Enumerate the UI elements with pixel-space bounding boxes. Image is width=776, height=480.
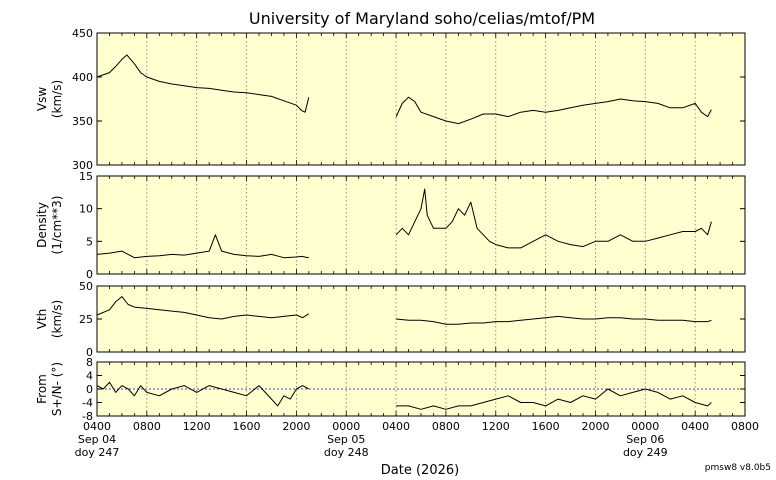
- y-tick-label: 0: [86, 268, 93, 281]
- y-tick-label: 50: [79, 280, 93, 293]
- x-tick-label: 0400: [382, 420, 410, 433]
- x-tick-label: 1600: [532, 420, 560, 433]
- y-tick-label: 450: [72, 27, 93, 40]
- panel-3: 0 25 50 Vth (km/s): [35, 280, 746, 359]
- y-axis-label: From: [35, 374, 49, 404]
- y-tick-label: 5: [86, 235, 93, 248]
- data-segment-2: [395, 188, 712, 249]
- y-tick-label: 300: [72, 159, 93, 172]
- y-tick-label: 4: [86, 370, 93, 383]
- chart-title: University of Maryland soho/celias/mtof/…: [249, 9, 595, 28]
- x-tick-label: 1200: [482, 420, 510, 433]
- y-tick-label: 15: [79, 170, 93, 183]
- y-tick-label: 400: [72, 71, 93, 84]
- x-tick-label: 0400: [681, 420, 709, 433]
- data-segment-2: [395, 96, 712, 125]
- x-tick-label: 0000: [332, 420, 360, 433]
- x-tick-label: 0000: [631, 420, 659, 433]
- x-tick-label: 0800: [731, 420, 759, 433]
- x-tick-label: 2000: [581, 420, 609, 433]
- y-tick-label: 0: [86, 346, 93, 359]
- x-date-label: Sep 04: [78, 433, 116, 446]
- y-axis-label: (km/s): [50, 80, 64, 118]
- y-axis-label: Density: [35, 202, 49, 248]
- x-tick-label: 1200: [183, 420, 211, 433]
- x-date-label: Sep 05: [327, 433, 365, 446]
- panel-2: 0 5 10 15 Density (1/cm**3): [35, 170, 746, 281]
- y-tick-label: 8: [86, 356, 93, 369]
- x-tick-label: 1600: [233, 420, 261, 433]
- y-axis-label: (km/s): [50, 300, 64, 338]
- data-segment-1: [96, 381, 310, 407]
- x-doy-label: doy 249: [623, 446, 668, 459]
- x-tick-label: 0400: [83, 420, 111, 433]
- y-tick-label: 350: [72, 115, 93, 128]
- x-doy-label: doy 248: [324, 446, 369, 459]
- x-tick-label: 2000: [282, 420, 310, 433]
- data-segment-1: [96, 234, 309, 259]
- y-tick-label: 10: [79, 203, 93, 216]
- y-tick-label: -4: [82, 397, 93, 410]
- y-axis-label: Vsw: [35, 87, 49, 111]
- data-segment-2: [396, 315, 712, 325]
- x-tick-label: 0800: [432, 420, 460, 433]
- data-segment-1: [96, 296, 310, 320]
- panel-1: 300 350 400 450 Vsw (km/s): [35, 27, 746, 172]
- x-doy-label: doy 247: [75, 446, 120, 459]
- x-date-label: Sep 06: [626, 433, 664, 446]
- panel-background: [97, 33, 745, 165]
- y-tick-label: 25: [79, 313, 93, 326]
- y-tick-label: 0: [86, 383, 93, 396]
- x-axis: 0400 0800 1200 1600 2000 0000 0400 0800 1200 1600…: [75, 420, 759, 459]
- data-segment-1: [96, 54, 310, 113]
- y-tick-label: -8: [82, 410, 93, 423]
- panel-background: [97, 176, 745, 274]
- x-axis-label: Date (2026): [381, 463, 459, 478]
- version-label: pmsw8 v8.0b5: [705, 463, 771, 473]
- y-axis-label: (1/cm**3): [50, 196, 64, 255]
- y-axis-label: S+/N- (°): [50, 362, 64, 416]
- data-segment-2: [396, 388, 712, 410]
- y-axis-label: Vth: [35, 309, 49, 330]
- x-tick-label: 0800: [133, 420, 161, 433]
